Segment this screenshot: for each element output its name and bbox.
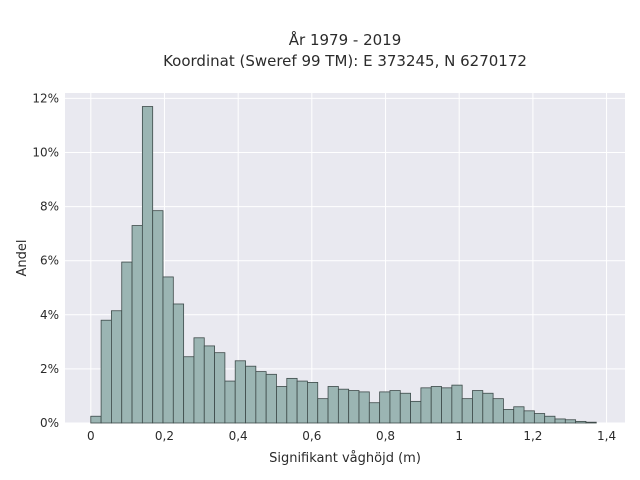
histogram-bar: [307, 382, 319, 424]
x-tick-label: 0,2: [155, 429, 174, 443]
histogram-bar: [472, 390, 484, 424]
histogram-bar: [482, 392, 494, 424]
histogram-bar: [420, 387, 432, 424]
y-tick-label: 2%: [40, 362, 59, 376]
x-tick-label: 1,2: [523, 429, 542, 443]
x-tick-label: 0: [87, 429, 95, 443]
histogram-bar: [255, 371, 267, 424]
histogram-bar: [224, 380, 236, 424]
histogram-bar: [585, 421, 597, 424]
histogram-bar: [554, 418, 566, 424]
histogram-bar: [564, 419, 577, 424]
histogram-bar: [172, 303, 185, 424]
x-tick-label: 1: [455, 429, 463, 443]
histogram-bar: [575, 420, 587, 424]
histogram-bar: [379, 391, 391, 424]
histogram-bar: [503, 409, 515, 424]
x-axis-ticks: 0 0,2 0,4 0,6 0,8 1 1,2 1,4: [87, 429, 616, 443]
y-tick-label: 12%: [32, 91, 59, 105]
histogram-bar: [111, 310, 123, 424]
histogram-bar: [183, 356, 195, 424]
histogram-bar: [214, 352, 226, 424]
histogram-bar: [523, 410, 535, 424]
x-tick-label: 0,6: [302, 429, 321, 443]
y-axis-ticks: 0% 2% 4% 6% 8% 10% 12%: [32, 91, 59, 430]
histogram-bar: [203, 345, 215, 424]
histogram-bar: [441, 387, 453, 424]
histogram-bar: [410, 400, 422, 424]
histogram-bar: [513, 406, 525, 424]
chart-title-line1: År 1979 - 2019: [289, 30, 402, 49]
histogram-bar: [317, 398, 329, 424]
histogram-bar: [368, 402, 381, 424]
x-axis-label: Signifikant våghöjd (m): [269, 451, 421, 466]
histogram-bar: [131, 225, 143, 424]
histogram-bar: [337, 388, 350, 424]
histogram-bar: [152, 210, 164, 424]
histogram-bar: [399, 392, 411, 424]
histogram-bar: [121, 261, 133, 424]
x-tick-label: 0,8: [376, 429, 395, 443]
x-tick-label: 1,4: [597, 429, 616, 443]
y-tick-label: 4%: [40, 308, 59, 322]
y-tick-label: 10%: [32, 146, 59, 160]
histogram-bar: [245, 365, 257, 424]
histogram-bar: [234, 360, 246, 424]
histogram-bar: [193, 337, 205, 424]
y-tick-label: 0%: [40, 416, 59, 430]
histogram-bar: [327, 386, 339, 424]
histogram-bar: [389, 390, 401, 424]
y-tick-label: 6%: [40, 254, 59, 268]
histogram-bar: [461, 398, 473, 424]
histogram-bar: [286, 377, 298, 424]
chart-title-line2: Koordinat (Sweref 99 TM): E 373245, N 62…: [163, 52, 527, 70]
histogram-bars: [90, 106, 597, 424]
histogram-bar: [100, 319, 112, 424]
y-axis-label: Andel: [15, 240, 30, 277]
histogram-bar: [90, 415, 102, 424]
histogram-bar: [492, 398, 504, 424]
histogram-bar: [430, 386, 442, 424]
histogram-bar: [162, 276, 174, 424]
histogram-bar: [276, 386, 288, 424]
histogram-bar: [533, 413, 546, 424]
histogram-bar: [296, 380, 308, 424]
histogram-bar: [544, 415, 556, 424]
histogram-bar: [348, 390, 360, 424]
histogram-bar: [358, 391, 370, 424]
histogram-bar: [265, 373, 277, 424]
y-tick-label: 8%: [40, 200, 59, 214]
histogram-bar: [451, 384, 463, 424]
x-tick-label: 0,4: [229, 429, 248, 443]
histogram-bar: [141, 106, 154, 424]
